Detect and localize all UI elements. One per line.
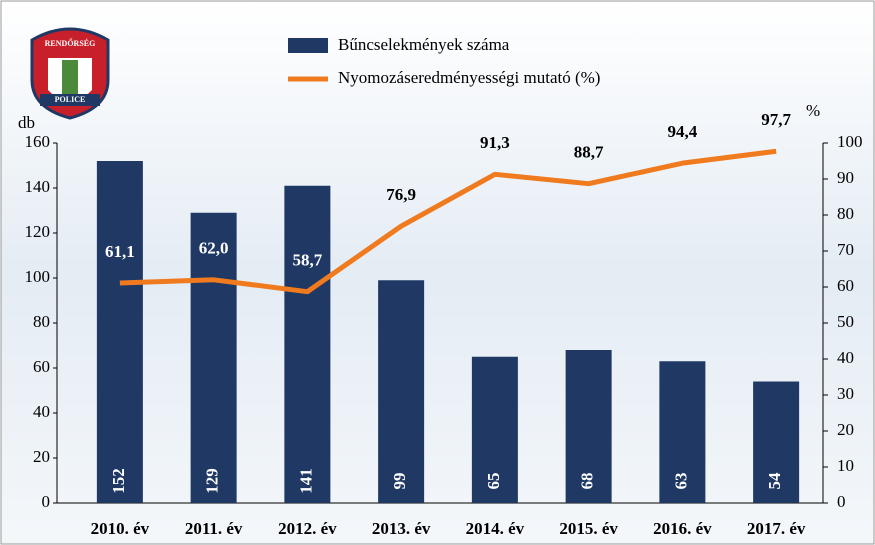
bar xyxy=(565,350,612,503)
y-tick-label: 40 xyxy=(33,402,50,421)
line-value-label: 94,4 xyxy=(668,122,698,141)
y2-tick-label: 10 xyxy=(837,456,854,475)
bar-value-label: 152 xyxy=(109,468,128,494)
line xyxy=(119,148,777,295)
y2-tick-label: 40 xyxy=(837,348,854,367)
y2-axis-label: % xyxy=(806,101,820,120)
legend-swatch xyxy=(288,38,328,53)
legend-label: Nyomozáseredményességi mutató (%) xyxy=(338,68,600,87)
bar-value-label: 63 xyxy=(671,473,690,490)
bar-value-label: 54 xyxy=(765,472,784,490)
y2-tick-label: 30 xyxy=(837,384,854,403)
y-tick-label: 20 xyxy=(33,447,50,466)
x-tick-label: 2010. év xyxy=(91,519,150,538)
logo: RENDŐRSÉG POLICE xyxy=(30,27,110,120)
line-value-label: 61,1 xyxy=(105,242,135,261)
y-tick-label: 120 xyxy=(25,222,51,241)
line-value-label: 91,3 xyxy=(480,133,510,152)
bar xyxy=(378,280,425,503)
y-tick-label: 0 xyxy=(42,492,51,511)
bar-value-label: 99 xyxy=(390,473,409,490)
x-tick-label: 2015. év xyxy=(559,519,618,538)
y-tick-label: 60 xyxy=(33,357,50,376)
bar xyxy=(190,212,237,503)
logo-stripe xyxy=(62,60,78,100)
y-tick-label: 140 xyxy=(25,177,51,196)
bar-value-label: 141 xyxy=(296,468,315,494)
line-value-label: 58,7 xyxy=(293,251,323,270)
bar xyxy=(284,185,331,503)
legend-label: Bűncselekmények száma xyxy=(338,35,510,54)
bar-value-label: 65 xyxy=(484,473,503,490)
line-value-label: 88,7 xyxy=(574,143,604,162)
line-value-label: 62,0 xyxy=(199,239,229,258)
line-value-label: 97,7 xyxy=(761,110,791,129)
bar-value-label: 129 xyxy=(203,468,222,494)
y-tick-label: 80 xyxy=(33,312,50,331)
logo-bottom: POLICE xyxy=(55,95,86,104)
x-tick-label: 2014. év xyxy=(466,519,525,538)
x-tick-label: 2012. év xyxy=(278,519,337,538)
y2-tick-label: 60 xyxy=(837,276,854,295)
x-tick-label: 2011. év xyxy=(185,519,243,538)
line-value-label: 76,9 xyxy=(386,185,416,204)
y2-tick-label: 50 xyxy=(837,312,854,331)
bar xyxy=(96,161,143,503)
y2-tick-label: 80 xyxy=(837,204,854,223)
y2-tick-label: 70 xyxy=(837,240,854,259)
bar xyxy=(753,381,800,503)
logo-band xyxy=(40,94,100,106)
y-tick-label: 160 xyxy=(25,132,51,151)
bar xyxy=(659,361,706,503)
x-tick-label: 2016. év xyxy=(653,519,712,538)
y2-tick-label: 100 xyxy=(837,132,863,151)
y-axis-label: db xyxy=(18,113,35,132)
x-tick-label: 2017. év xyxy=(747,519,806,538)
y2-tick-label: 0 xyxy=(837,492,846,511)
y2-tick-label: 20 xyxy=(837,420,854,439)
y-tick-label: 100 xyxy=(25,267,51,286)
logo-top: RENDŐRSÉG xyxy=(45,38,96,48)
bar-value-label: 68 xyxy=(578,473,597,490)
bar xyxy=(471,356,518,503)
y2-tick-label: 90 xyxy=(837,168,854,187)
x-tick-label: 2013. év xyxy=(372,519,431,538)
